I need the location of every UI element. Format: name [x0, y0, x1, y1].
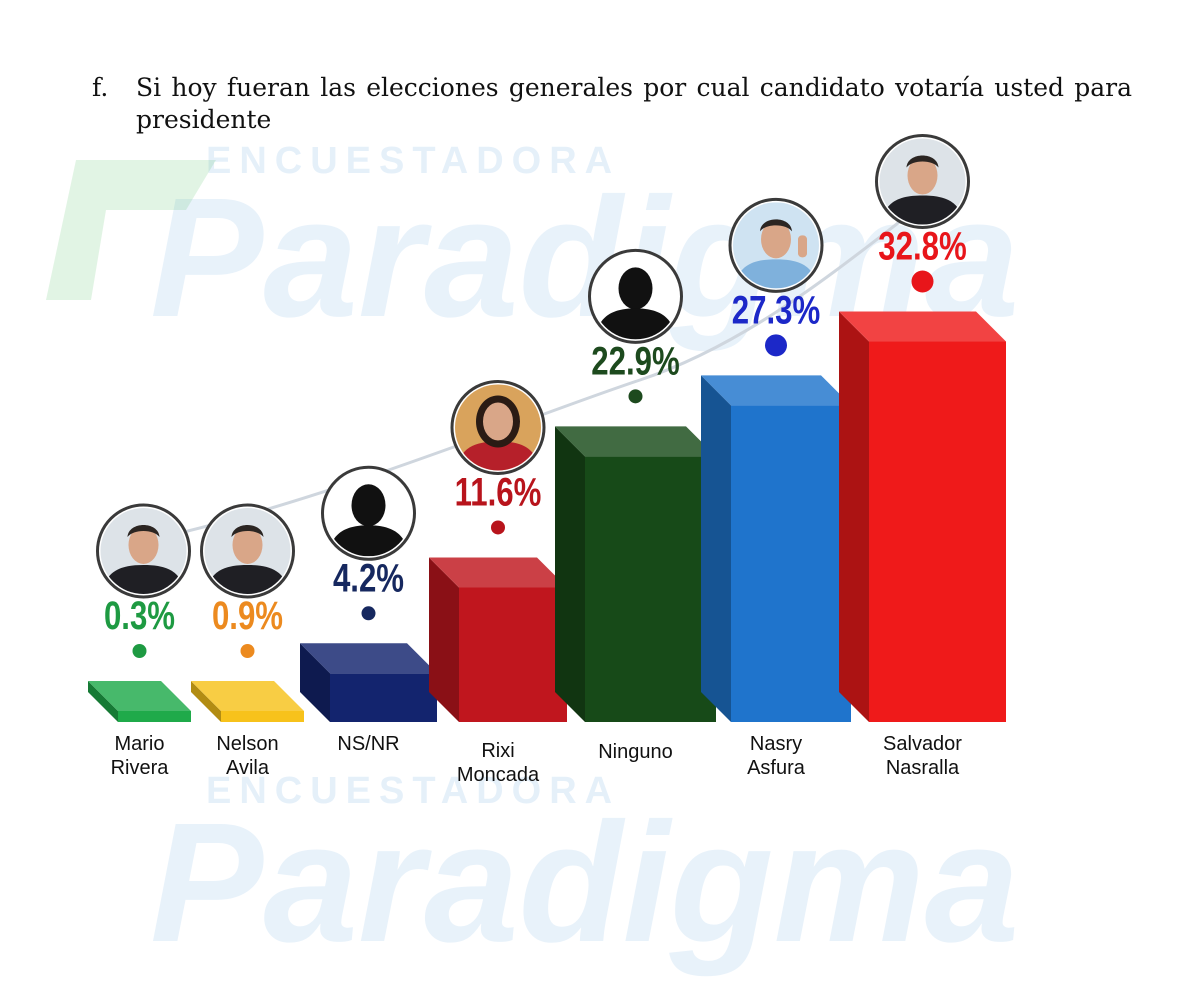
- value-label: 11.6%: [455, 470, 542, 515]
- bar-group: [555, 389, 716, 722]
- watermark-top-text: ENCUESTADORA: [206, 140, 621, 182]
- man-portrait-icon: [875, 134, 970, 230]
- bar-top: [429, 557, 567, 588]
- category-label: Ninguno: [598, 741, 673, 763]
- bar-side: [191, 681, 221, 722]
- bar: [585, 456, 716, 722]
- marker-dot: [628, 389, 643, 404]
- marker-dot: [765, 334, 787, 357]
- bar-group: [191, 644, 304, 722]
- marker-dot: [361, 606, 376, 621]
- question-text: Si hoy fueran las elecciones generales p…: [136, 73, 1132, 134]
- trend-arc: [149, 193, 936, 542]
- bar: [459, 587, 567, 722]
- category-label: Mario Rivera: [111, 733, 170, 779]
- bar: [221, 711, 304, 722]
- bar-side: [429, 557, 459, 722]
- bar-side: [701, 375, 731, 722]
- category-label: NS/NR: [337, 733, 399, 755]
- bar-top: [839, 311, 1006, 342]
- value-label: 4.2%: [333, 556, 404, 601]
- bar-top: [300, 643, 437, 674]
- bar: [869, 341, 1006, 722]
- bar-side: [88, 681, 118, 722]
- value-label: 32.8%: [878, 224, 966, 269]
- bar-group: [701, 334, 851, 722]
- bar-side: [839, 311, 869, 722]
- bar-top: [701, 375, 851, 406]
- category-label: Nelson Avila: [216, 733, 278, 779]
- bar-group: [300, 606, 437, 722]
- man-portrait-icon: [96, 503, 191, 599]
- woman-portrait-icon: [450, 379, 546, 475]
- question-letter: f.: [92, 73, 109, 102]
- man-thumbs-up-icon: [728, 197, 824, 293]
- bar-group: [429, 520, 567, 722]
- bar: [731, 405, 851, 722]
- bar-chart: 0.3% Mario Rivera 0.9% Nelson Avila 4.2% NS/NR 1…: [88, 134, 1006, 786]
- man-portrait-icon: [200, 503, 295, 599]
- value-label: 0.9%: [212, 593, 283, 638]
- bar-group: [88, 644, 191, 722]
- bar-top: [555, 426, 716, 457]
- marker-dot: [132, 644, 147, 658]
- marker-dot: [240, 644, 255, 658]
- value-label: 22.9%: [591, 339, 679, 384]
- value-label: 27.3%: [732, 288, 820, 333]
- marker-dot: [491, 520, 505, 535]
- silhouette-icon: [321, 465, 416, 561]
- marker-dot: [911, 270, 934, 293]
- bar-group: [839, 270, 1006, 722]
- category-label: Salvador Nasralla: [883, 733, 962, 779]
- bar-top: [88, 681, 191, 711]
- watermark-logo-icon: [46, 160, 216, 300]
- question-heading: f. Si hoy fueran las elecciones generale…: [92, 72, 1132, 136]
- bar-side: [300, 643, 330, 722]
- bar-top: [191, 681, 304, 711]
- bar: [118, 711, 191, 722]
- bar: [330, 673, 437, 722]
- value-label: 0.3%: [104, 593, 175, 638]
- watermark-bottom-top-text: ENCUESTADORA: [206, 770, 621, 812]
- bar-side: [555, 426, 585, 722]
- category-label: Rixi Moncada: [457, 740, 540, 786]
- silhouette-icon: [588, 248, 683, 344]
- category-label: Nasry Asfura: [747, 733, 806, 779]
